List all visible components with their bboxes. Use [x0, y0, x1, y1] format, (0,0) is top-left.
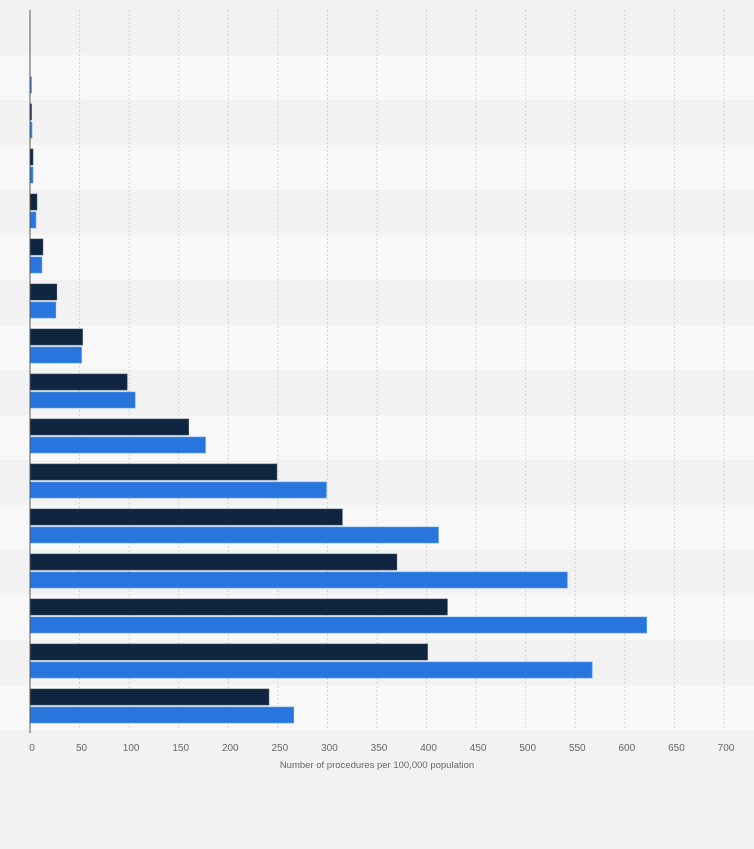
- x-tick-label: 400: [420, 743, 437, 754]
- bar-series-1[interactable]: [29, 283, 58, 301]
- category-band: [0, 235, 754, 280]
- bar-series-1[interactable]: [29, 688, 270, 706]
- x-tick-label: 450: [470, 743, 487, 754]
- bar-series-2[interactable]: [29, 481, 327, 499]
- bar-series-2[interactable]: [29, 661, 593, 679]
- bar-series-1[interactable]: [29, 373, 128, 391]
- bar-series-2[interactable]: [29, 211, 37, 229]
- x-tick-label: 200: [222, 743, 239, 754]
- bar-series-2[interactable]: [29, 301, 57, 319]
- x-tick-label: 350: [371, 743, 388, 754]
- category-band: [0, 10, 754, 55]
- x-tick-label: 100: [123, 743, 140, 754]
- x-tick-label: 700: [718, 743, 735, 754]
- x-tick-label: 550: [569, 743, 586, 754]
- bar-series-1[interactable]: [29, 463, 278, 481]
- x-tick-label: 50: [76, 743, 88, 754]
- bar-series-2[interactable]: [29, 391, 136, 409]
- x-tick-label: 150: [172, 743, 189, 754]
- bar-series-2[interactable]: [29, 571, 568, 589]
- bar-series-1[interactable]: [29, 643, 428, 661]
- bar-series-2[interactable]: [29, 346, 82, 364]
- x-tick-label: 250: [272, 743, 289, 754]
- bar-series-1[interactable]: [29, 193, 38, 211]
- bar-series-2[interactable]: [29, 436, 206, 454]
- bar-series-1[interactable]: [29, 238, 44, 256]
- x-axis-label: Number of procedures per 100,000 populat…: [280, 760, 474, 771]
- bar-series-1[interactable]: [29, 508, 343, 526]
- bar-series-1[interactable]: [29, 418, 189, 436]
- x-tick-label: 600: [619, 743, 636, 754]
- category-band: [0, 190, 754, 235]
- bar-series-1[interactable]: [29, 598, 448, 616]
- bar-series-2[interactable]: [29, 256, 43, 274]
- bar-series-1[interactable]: [29, 553, 398, 571]
- category-band: [0, 55, 754, 100]
- bar-series-1[interactable]: [29, 328, 83, 346]
- x-tick-label: 650: [668, 743, 685, 754]
- bar-series-2[interactable]: [29, 706, 295, 724]
- x-tick-label: 0: [29, 743, 35, 754]
- bar-series-2[interactable]: [29, 616, 647, 634]
- x-tick-label: 300: [321, 743, 338, 754]
- x-tick-label: 500: [519, 743, 536, 754]
- bar-series-2[interactable]: [29, 526, 439, 544]
